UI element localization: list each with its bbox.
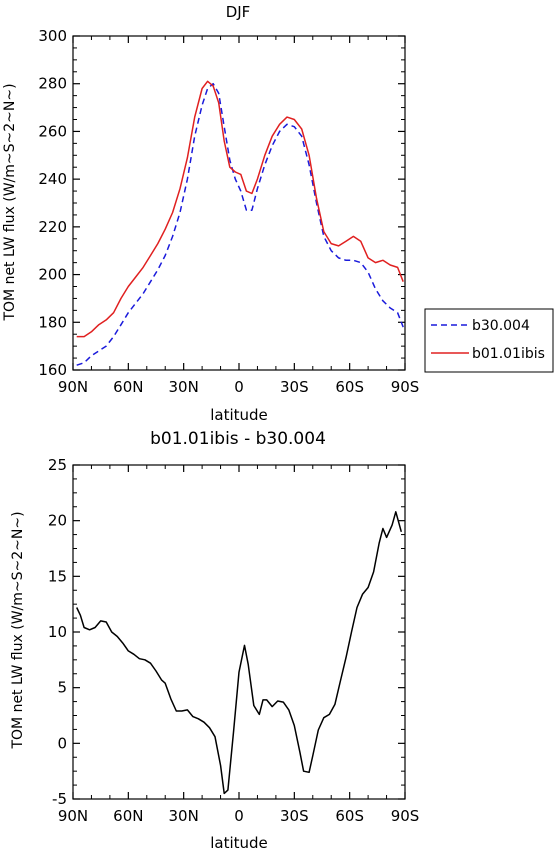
bottom-y-tick-label: -5 bbox=[52, 790, 67, 808]
top-y-tick-label: 260 bbox=[38, 122, 67, 140]
bottom-x-tick-label: 90N bbox=[58, 807, 88, 825]
bottom-x-tick-label: 60S bbox=[335, 807, 364, 825]
top-y-tick-label: 200 bbox=[38, 266, 67, 284]
bottom-y-tick-label: 5 bbox=[57, 679, 67, 697]
top-x-tick-label: 60N bbox=[113, 378, 143, 396]
top-x-tick-label: 90N bbox=[58, 378, 88, 396]
top-x-axis-label: latitude bbox=[210, 406, 268, 424]
top-y-tick-label: 220 bbox=[38, 218, 67, 236]
top-x-tick-label: 30S bbox=[280, 378, 309, 396]
top-x-tick-label: 0 bbox=[234, 378, 244, 396]
bottom-x-ticks: 90N 60N 30N 0 30S 60S 90S bbox=[58, 465, 419, 825]
top-series-lines bbox=[76, 80, 404, 366]
top-y-tick-label: 240 bbox=[38, 170, 67, 188]
top-y-tick-label: 300 bbox=[38, 27, 67, 45]
top-y-tick-label: 160 bbox=[38, 361, 67, 379]
top-chart: DJF TOM net LW flux (W/m~S~2~N~) latitud… bbox=[2, 3, 419, 424]
bottom-x-tick-label: 0 bbox=[234, 807, 244, 825]
top-x-ticks: 90N 60N 30N 0 30S 60S 90S bbox=[58, 36, 419, 396]
top-x-tick-label: 30N bbox=[169, 378, 199, 396]
bottom-x-tick-label: 90S bbox=[391, 807, 420, 825]
legend-label-b30: b30.004 bbox=[472, 318, 530, 334]
legend-label-ibis: b01.01ibis bbox=[472, 346, 545, 362]
legend: b30.004 b01.01ibis bbox=[424, 308, 554, 373]
bottom-y-axis-label: TOM net LW flux (W/m~S~2~N~) bbox=[10, 511, 26, 749]
bottom-x-tick-label: 30N bbox=[169, 807, 199, 825]
top-chart-title: DJF bbox=[226, 3, 251, 21]
bottom-y-ticks: -5 0 5 10 15 20 25 bbox=[48, 456, 405, 808]
bottom-chart: b01.01ibis - b30.004 TOM net LW flux (W/… bbox=[10, 429, 419, 852]
top-y-tick-label: 280 bbox=[38, 75, 67, 93]
bottom-x-tick-label: 60N bbox=[113, 807, 143, 825]
bottom-y-tick-label: 25 bbox=[48, 456, 67, 474]
bottom-y-tick-label: 0 bbox=[57, 734, 67, 752]
bottom-series-line-0 bbox=[76, 511, 403, 795]
legend-box bbox=[424, 308, 554, 373]
top-series-line-b30-004 bbox=[76, 82, 404, 366]
bottom-plot-frame bbox=[72, 464, 406, 800]
top-plot-frame bbox=[72, 35, 406, 371]
bottom-series-lines bbox=[76, 511, 403, 795]
top-x-tick-label: 60S bbox=[335, 378, 364, 396]
bottom-y-tick-label: 10 bbox=[48, 623, 67, 641]
top-series-line-b01-01ibis bbox=[76, 80, 404, 338]
bottom-chart-title: b01.01ibis - b30.004 bbox=[150, 429, 326, 449]
top-y-ticks: 160 180 200 220 240 260 280 300 bbox=[38, 27, 405, 379]
top-x-tick-label: 90S bbox=[391, 378, 420, 396]
bottom-x-axis-label: latitude bbox=[210, 834, 268, 852]
bottom-y-tick-label: 15 bbox=[48, 567, 67, 585]
bottom-x-tick-label: 30S bbox=[280, 807, 309, 825]
bottom-y-tick-label: 20 bbox=[48, 512, 67, 530]
top-y-axis-label: TOM net LW flux (W/m~S~2~N~) bbox=[2, 83, 18, 321]
top-y-tick-label: 180 bbox=[38, 313, 67, 331]
